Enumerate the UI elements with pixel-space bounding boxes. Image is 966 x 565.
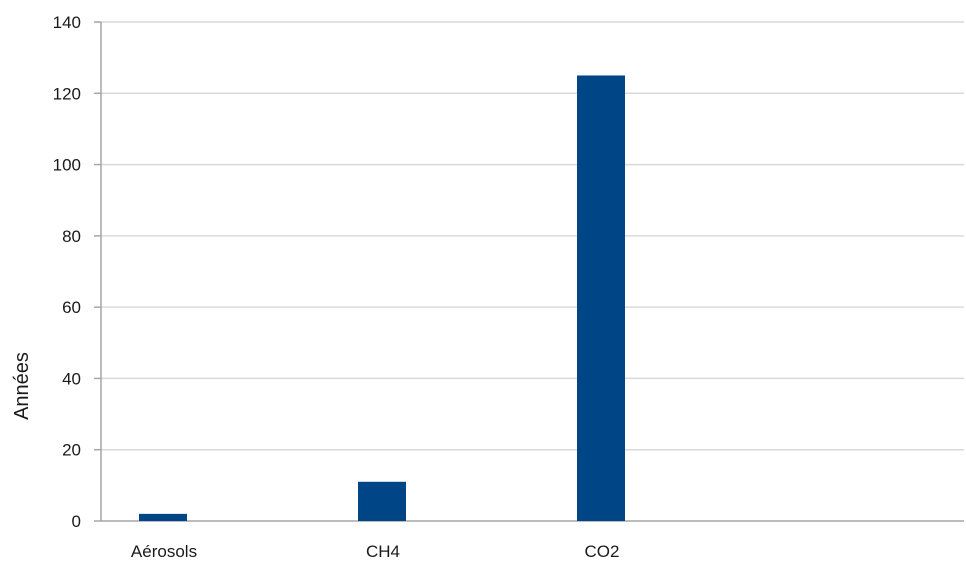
y-tick-label: 140 <box>53 13 81 32</box>
x-tick-labels: Aérosols CH4 CO2 <box>131 542 620 561</box>
y-tick-label: 100 <box>53 156 81 175</box>
y-tick-label: 0 <box>72 512 81 531</box>
y-tick-label: 120 <box>53 84 81 103</box>
x-tick-label: Aérosols <box>131 542 197 560</box>
bars <box>139 75 625 521</box>
bar-ch4 <box>358 481 406 521</box>
bar-a-rosols <box>139 513 187 521</box>
bar-co2 <box>577 75 625 521</box>
y-tick-label: 20 <box>62 441 81 460</box>
x-tick-label: CH4 <box>366 542 400 560</box>
y-tick-labels: 0 20 40 60 80 100 120 140 <box>53 13 81 531</box>
y-axis-label: Années <box>11 352 33 420</box>
y-tick-label: 60 <box>62 298 81 317</box>
axes <box>94 21 964 522</box>
y-tick-label: 80 <box>62 227 81 246</box>
x-tick-label: CO2 <box>585 542 620 560</box>
gridlines <box>101 21 964 451</box>
y-tick-label: 40 <box>62 369 81 388</box>
